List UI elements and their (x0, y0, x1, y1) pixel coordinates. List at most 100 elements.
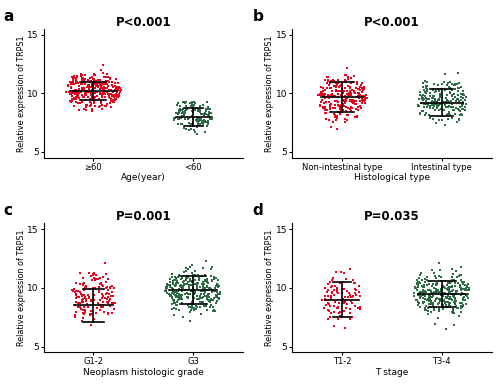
Point (188, 270, 196, 276)
Point (346, 306, 354, 313)
Point (351, 90, 359, 96)
Point (82, 91, 90, 97)
Point (66, 99, 74, 105)
Point (201, 277, 209, 283)
Point (458, 304, 466, 310)
Point (458, 302, 466, 308)
Point (340, 308, 348, 314)
Point (342, 305, 350, 311)
Point (352, 85, 360, 91)
Point (85, 295, 93, 301)
Point (86, 78, 94, 84)
Point (200, 281, 208, 287)
Point (455, 117, 463, 123)
Point (101, 91, 109, 97)
Point (214, 282, 222, 288)
Point (462, 285, 469, 291)
Point (442, 95, 450, 101)
Point (190, 287, 198, 293)
Point (100, 309, 108, 315)
Point (176, 108, 184, 114)
Point (196, 121, 204, 127)
Point (334, 305, 342, 311)
Point (330, 283, 338, 290)
Point (344, 76, 351, 82)
Point (95, 95, 103, 102)
Point (170, 298, 178, 304)
Point (178, 107, 186, 114)
Point (458, 285, 466, 291)
Point (442, 300, 450, 306)
Point (462, 101, 470, 107)
Point (70, 89, 78, 95)
Point (199, 121, 207, 127)
Point (342, 79, 350, 85)
Point (432, 99, 440, 105)
Point (414, 297, 422, 303)
Point (338, 105, 346, 111)
Point (332, 117, 340, 123)
Point (326, 303, 334, 310)
Point (318, 88, 326, 94)
Point (421, 89, 429, 95)
Point (174, 102, 182, 108)
Point (344, 301, 351, 308)
Point (76, 300, 84, 306)
Point (172, 293, 180, 300)
Point (189, 298, 197, 305)
Point (434, 85, 442, 92)
Point (449, 308, 457, 315)
Point (171, 292, 179, 298)
Y-axis label: Relative expression of TRPS1: Relative expression of TRPS1 (266, 229, 274, 346)
Point (192, 117, 200, 123)
Point (98, 295, 106, 301)
Point (444, 286, 452, 292)
Point (446, 84, 454, 90)
Point (88, 105, 96, 112)
Point (316, 102, 324, 108)
Point (206, 116, 214, 122)
Point (98, 106, 106, 112)
Point (324, 286, 332, 293)
Point (214, 284, 222, 290)
Point (424, 311, 432, 318)
Point (434, 273, 442, 279)
Point (445, 103, 453, 109)
Point (78, 88, 86, 94)
Point (72, 99, 80, 105)
Point (76, 281, 84, 287)
Point (190, 129, 198, 135)
Point (346, 90, 354, 96)
Point (108, 283, 116, 290)
Point (74, 86, 82, 92)
Point (349, 100, 357, 106)
Point (452, 105, 460, 112)
Point (356, 98, 364, 104)
Point (98, 97, 106, 104)
Point (332, 112, 340, 119)
Point (114, 87, 122, 93)
Point (330, 292, 338, 298)
Point (205, 297, 213, 303)
Point (170, 277, 178, 283)
Point (204, 283, 212, 289)
Point (438, 285, 446, 291)
Point (460, 291, 468, 297)
Point (107, 104, 115, 110)
Point (188, 279, 196, 285)
Point (450, 291, 458, 297)
Point (444, 282, 452, 288)
Point (457, 94, 465, 100)
Point (82, 300, 90, 306)
Point (346, 84, 354, 90)
Point (456, 108, 464, 114)
Point (434, 102, 442, 108)
Point (184, 266, 192, 272)
Point (450, 91, 458, 97)
Point (420, 104, 428, 110)
Point (358, 85, 366, 91)
Point (172, 110, 180, 116)
Point (110, 99, 118, 105)
Point (330, 275, 338, 281)
Point (84, 292, 92, 298)
